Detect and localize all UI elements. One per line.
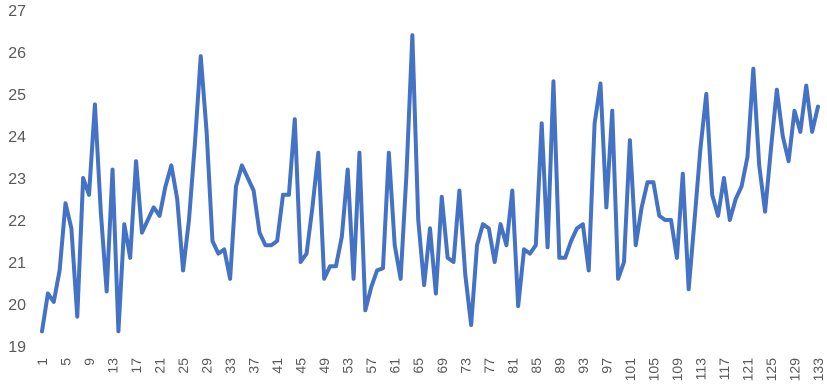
x-tick-label: 21 xyxy=(152,358,168,374)
x-tick-label: 65 xyxy=(410,358,426,374)
x-tick-label: 89 xyxy=(551,358,567,374)
x-tick-label: 45 xyxy=(293,358,309,374)
x-tick-label: 129 xyxy=(786,358,802,382)
x-tick-label: 113 xyxy=(692,358,708,381)
x-axis: 1 5 9 13 17 21 25 29 33 37 41 45 49 53 57 61 65 69 73 77 81 8… xyxy=(34,358,826,382)
x-tick-label: 17 xyxy=(128,358,144,374)
x-tick-label: 85 xyxy=(528,358,544,374)
x-tick-label: 69 xyxy=(434,358,450,374)
plot-area xyxy=(40,33,820,334)
x-tick-label: 133 xyxy=(810,358,826,382)
x-tick-label: 1 xyxy=(34,358,50,366)
y-tick-label: 25 xyxy=(8,87,26,104)
y-axis: 19 20 21 22 23 24 25 26 27 xyxy=(8,3,26,356)
x-tick-label: 5 xyxy=(58,358,74,366)
x-tick-label: 25 xyxy=(175,358,191,374)
x-tick-label: 117 xyxy=(716,358,732,381)
x-tick-label: 101 xyxy=(622,358,638,382)
x-tick-label: 97 xyxy=(598,358,614,374)
x-tick-label: 125 xyxy=(763,358,779,382)
y-tick-label: 19 xyxy=(8,339,26,356)
x-tick-label: 121 xyxy=(739,358,755,382)
y-tick-label: 22 xyxy=(8,213,26,230)
x-tick-label: 57 xyxy=(363,358,379,374)
y-tick-label: 24 xyxy=(8,129,26,146)
x-tick-label: 9 xyxy=(81,358,97,366)
y-tick-label: 26 xyxy=(8,45,26,62)
x-tick-label: 41 xyxy=(269,358,285,374)
x-tick-label: 61 xyxy=(387,358,403,374)
series-line xyxy=(40,33,820,334)
x-tick-label: 29 xyxy=(199,358,215,374)
x-tick-label: 49 xyxy=(316,358,332,374)
x-tick-label: 93 xyxy=(575,358,591,374)
y-tick-label: 20 xyxy=(8,297,26,314)
x-tick-label: 81 xyxy=(504,358,520,374)
y-tick-label: 27 xyxy=(8,3,26,20)
x-tick-label: 77 xyxy=(481,358,497,374)
x-tick-label: 33 xyxy=(222,358,238,374)
x-tick-label: 109 xyxy=(669,358,685,382)
x-tick-label: 37 xyxy=(246,358,262,374)
x-tick-label: 73 xyxy=(457,358,473,374)
y-tick-label: 21 xyxy=(8,255,26,272)
x-tick-label: 105 xyxy=(645,358,661,382)
y-tick-label: 23 xyxy=(8,171,26,188)
x-tick-label: 53 xyxy=(340,358,356,374)
x-tick-label: 13 xyxy=(105,358,121,374)
